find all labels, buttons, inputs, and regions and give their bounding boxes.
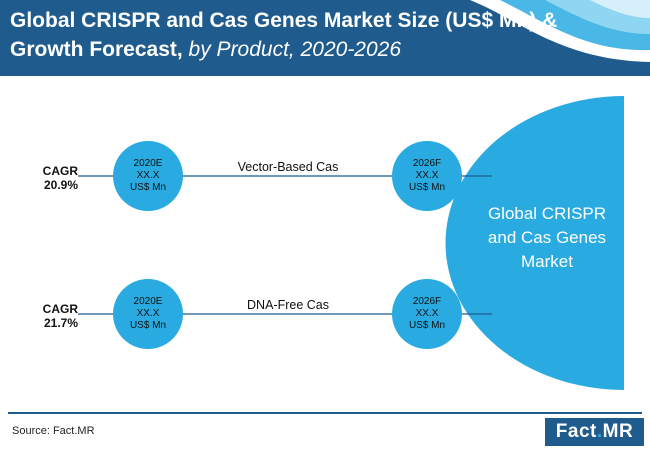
bubble-2026-row-2: 2026F XX.X US$ Mn bbox=[392, 279, 462, 349]
page-title: Global CRISPR and Cas Genes Market Size … bbox=[10, 9, 558, 61]
segment-label-row-1: Vector-Based Cas bbox=[237, 160, 339, 174]
market-label: Global CRISPR and Cas Genes Market bbox=[487, 204, 607, 271]
header-banner: Global CRISPR and Cas Genes Market Size … bbox=[0, 0, 650, 76]
source-text: Source: Fact.MR bbox=[12, 425, 95, 437]
factmr-logo: Fact. MR bbox=[545, 418, 644, 446]
cagr-row-1: CAGR 20.9% bbox=[42, 164, 78, 192]
market-semicircle bbox=[445, 96, 624, 390]
segment-label-row-2: DNA-Free Cas bbox=[247, 298, 329, 312]
bubble-2026-row-1: 2026F XX.X US$ Mn bbox=[392, 141, 462, 211]
cagr-row-2: CAGR 21.7% bbox=[42, 302, 78, 330]
footer-divider bbox=[8, 412, 642, 414]
bubble-2020-row-2: 2020E XX.X US$ Mn bbox=[113, 279, 183, 349]
bubble-2020-row-1: 2020E XX.X US$ Mn bbox=[113, 141, 183, 211]
header-wave-decoration bbox=[470, 0, 650, 62]
